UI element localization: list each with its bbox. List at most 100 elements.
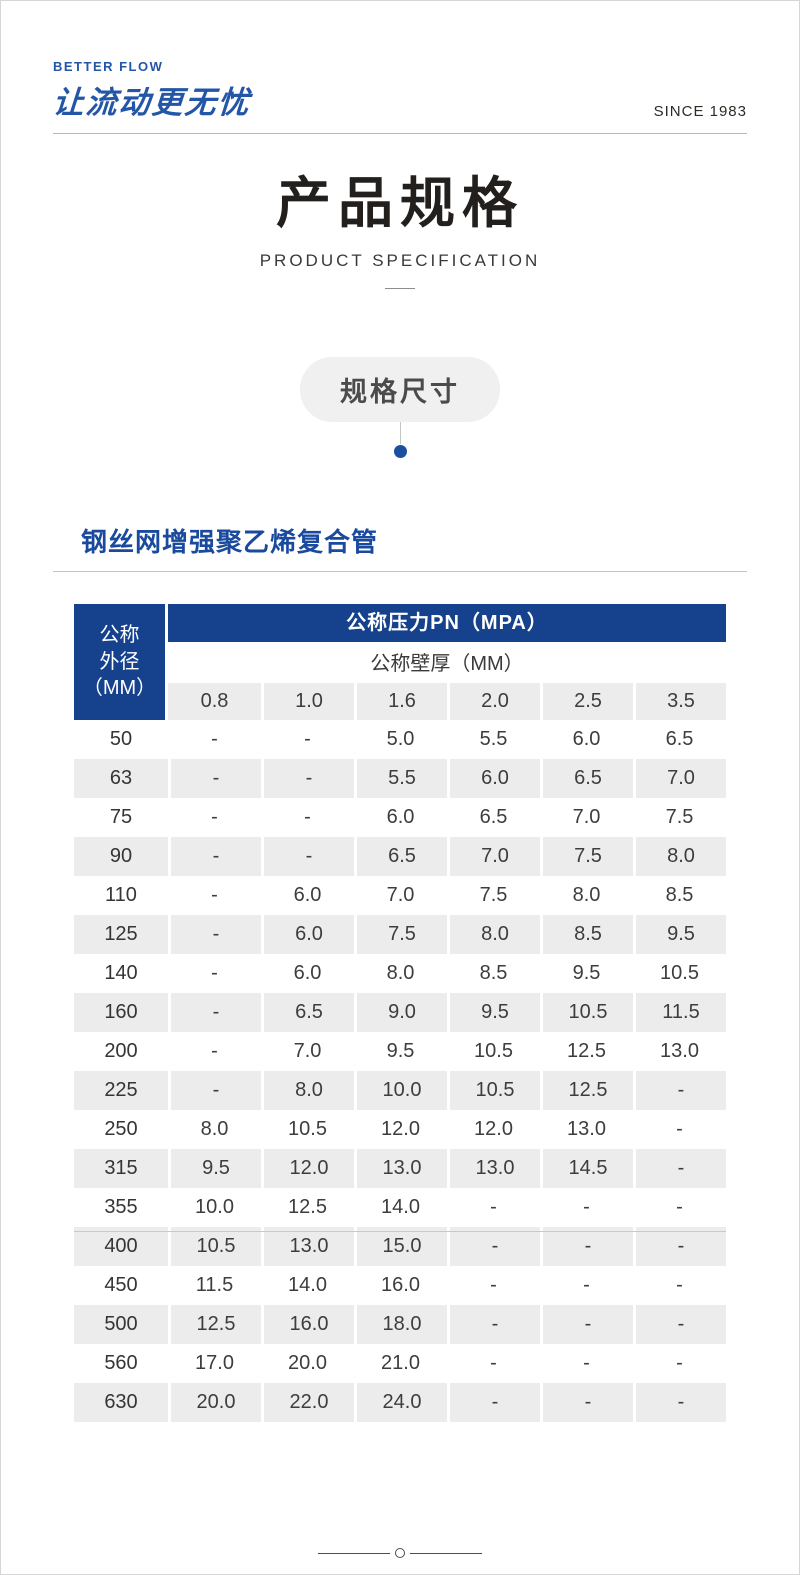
wall-thickness-cell: - bbox=[211, 962, 218, 984]
wall-thickness-cell: - bbox=[447, 1305, 540, 1344]
wall-thickness-cell: 14.0 bbox=[288, 1274, 327, 1296]
wall-thickness-cell: 5.5 bbox=[354, 759, 447, 798]
wall-thickness-cell: 13.0 bbox=[660, 1040, 699, 1062]
wall-thickness-cell: 15.0 bbox=[354, 1227, 447, 1266]
wall-thickness-cell: - bbox=[676, 1196, 683, 1218]
wall-thickness-cell: 24.0 bbox=[354, 1383, 447, 1422]
table-row: 50 - - 5.0 5.5 6.0 6.5 bbox=[74, 720, 726, 759]
table-body: 50- -5.0 5.5 6.0 6.5 63- -5.5 6.0 6.5 7.0 75- -6.0 6… bbox=[74, 720, 726, 1422]
wall-thickness-cell: - bbox=[583, 1274, 590, 1296]
wall-thickness-cell: 7.5 bbox=[665, 806, 694, 828]
table-row: 630 20.0 22.0 24.0- - - bbox=[74, 1383, 726, 1422]
wall-thickness-cell: 10.0 bbox=[195, 1196, 234, 1218]
wall-thickness-cell: 7.5 bbox=[479, 884, 508, 906]
wall-thickness-cell: 14.0 bbox=[381, 1196, 420, 1218]
wall-thickness-cell: 8.0 bbox=[261, 1071, 354, 1110]
wall-thickness-cell: 10.5 bbox=[447, 1071, 540, 1110]
wall-thickness-cell: - bbox=[211, 728, 218, 750]
pressure-class-cell: 2.5 bbox=[540, 683, 633, 720]
table-row: 225-8.0 10.0 10.5 12.5- bbox=[74, 1071, 726, 1110]
od-cell: 400 bbox=[74, 1227, 168, 1266]
wall-thickness-cell: 13.0 bbox=[567, 1118, 606, 1140]
wall-thickness-cell: - bbox=[168, 993, 261, 1032]
od-cell: 160 bbox=[74, 993, 168, 1032]
od-cell: 560 bbox=[104, 1352, 138, 1374]
wall-thickness-cell: 12.0 bbox=[474, 1118, 513, 1140]
spec-size-badge: 规格尺寸 bbox=[300, 357, 500, 422]
wall-thickness-cell: 7.5 bbox=[540, 837, 633, 876]
wall-thickness-cell: 21.0 bbox=[381, 1352, 420, 1374]
wall-thickness-cell: 9.5 bbox=[633, 915, 726, 954]
pressure-header: 公称压力PN（MPA） bbox=[168, 604, 726, 642]
wall-thickness-cell: - bbox=[211, 1040, 218, 1062]
wall-thickness-cell: - bbox=[633, 1383, 726, 1422]
wall-thickness-cell: 12.5 bbox=[288, 1196, 327, 1218]
table-row: 140 - 6.0 8.0 8.5 9.5 10.5 bbox=[74, 954, 726, 993]
wall-thickness-cell: 6.5 bbox=[354, 837, 447, 876]
wall-thickness-cell: 8.0 bbox=[633, 837, 726, 876]
section-title: 钢丝网增强聚乙烯复合管 bbox=[81, 527, 379, 557]
wall-thickness-cell: 7.0 bbox=[386, 884, 415, 906]
hero-section: 产品规格 PRODUCT SPECIFICATION bbox=[1, 158, 799, 289]
wall-thickness-cell: - bbox=[583, 1352, 590, 1374]
wall-thickness-cell: 9.5 bbox=[572, 962, 601, 984]
od-cell: 450 bbox=[104, 1274, 138, 1296]
wall-thickness-cell: - bbox=[540, 1383, 633, 1422]
thickness-header: 公称壁厚（MM） bbox=[370, 653, 524, 675]
wall-thickness-cell: 10.5 bbox=[288, 1118, 327, 1140]
od-cell: 355 bbox=[104, 1196, 138, 1218]
wall-thickness-cell: 8.0 bbox=[447, 915, 540, 954]
table-header: 公称 外径 （MM） 公称压力PN（MPA） 公称壁厚（MM） 0.8 1.0 1.… bbox=[74, 604, 726, 720]
wall-thickness-cell: 10.0 bbox=[354, 1071, 447, 1110]
table-row: 250 8.0 10.5 12.0 12.0 13.0 - bbox=[74, 1110, 726, 1149]
wall-thickness-cell: - bbox=[676, 1274, 683, 1296]
wall-thickness-cell: 8.5 bbox=[665, 884, 694, 906]
wall-thickness-cell: - bbox=[447, 1383, 540, 1422]
table-row: 560 17.0 20.0 21.0 - - - bbox=[74, 1344, 726, 1383]
title-dash-divider bbox=[385, 288, 415, 289]
wall-thickness-cell: 12.5 bbox=[540, 1071, 633, 1110]
wall-thickness-cell: 10.5 bbox=[168, 1227, 261, 1266]
brand-slogan-cn: 让流动更无忧 bbox=[51, 85, 253, 120]
wall-thickness-cell: - bbox=[304, 806, 311, 828]
table-row: 110 - 6.0 7.0 7.5 8.0 8.5 bbox=[74, 876, 726, 915]
wall-thickness-cell: 20.0 bbox=[288, 1352, 327, 1374]
wall-thickness-cell: - bbox=[490, 1352, 497, 1374]
wall-thickness-cell: 8.0 bbox=[572, 884, 601, 906]
wall-thickness-cell: 5.0 bbox=[386, 728, 415, 750]
wall-thickness-cell: 6.0 bbox=[261, 915, 354, 954]
od-cell: 50 bbox=[109, 728, 133, 750]
wall-thickness-cell: 10.5 bbox=[474, 1040, 513, 1062]
wall-thickness-cell: - bbox=[211, 806, 218, 828]
od-cell: 630 bbox=[74, 1383, 168, 1422]
page-title: 产品规格 bbox=[275, 172, 524, 234]
wall-thickness-cell: 13.0 bbox=[354, 1149, 447, 1188]
wall-thickness-cell: 9.5 bbox=[168, 1149, 261, 1188]
wall-thickness-cell: 6.5 bbox=[479, 806, 508, 828]
wall-thickness-cell: 20.0 bbox=[168, 1383, 261, 1422]
wall-thickness-cell: 7.0 bbox=[633, 759, 726, 798]
table-row: 200 - 7.0 9.5 10.5 12.5 13.0 bbox=[74, 1032, 726, 1071]
wall-thickness-cell: - bbox=[168, 837, 261, 876]
wall-thickness-cell: 7.5 bbox=[354, 915, 447, 954]
wall-thickness-cell: 12.5 bbox=[168, 1305, 261, 1344]
od-cell: 75 bbox=[109, 806, 133, 828]
wall-thickness-cell: 10.5 bbox=[540, 993, 633, 1032]
wall-thickness-cell: 7.0 bbox=[447, 837, 540, 876]
wall-thickness-cell: 17.0 bbox=[195, 1352, 234, 1374]
wall-thickness-cell: 7.0 bbox=[572, 806, 601, 828]
wall-thickness-cell: 7.0 bbox=[293, 1040, 322, 1062]
wall-thickness-cell: - bbox=[447, 1227, 540, 1266]
wall-thickness-cell: - bbox=[261, 837, 354, 876]
wall-thickness-cell: 13.0 bbox=[261, 1227, 354, 1266]
wall-thickness-cell: 16.0 bbox=[381, 1274, 420, 1296]
page-subtitle: PRODUCT SPECIFICATION bbox=[259, 251, 541, 270]
pressure-class-cell: 1.0 bbox=[261, 683, 354, 720]
wall-thickness-cell: 6.0 bbox=[293, 884, 322, 906]
brand-name-en: BETTER FLOW bbox=[53, 59, 164, 74]
wall-thickness-cell: - bbox=[583, 1196, 590, 1218]
wall-thickness-cell: 6.0 bbox=[293, 962, 322, 984]
wall-thickness-cell: 13.0 bbox=[447, 1149, 540, 1188]
spec-table: 公称 外径 （MM） 公称压力PN（MPA） 公称壁厚（MM） 0.8 1.0 1.… bbox=[74, 604, 726, 1422]
